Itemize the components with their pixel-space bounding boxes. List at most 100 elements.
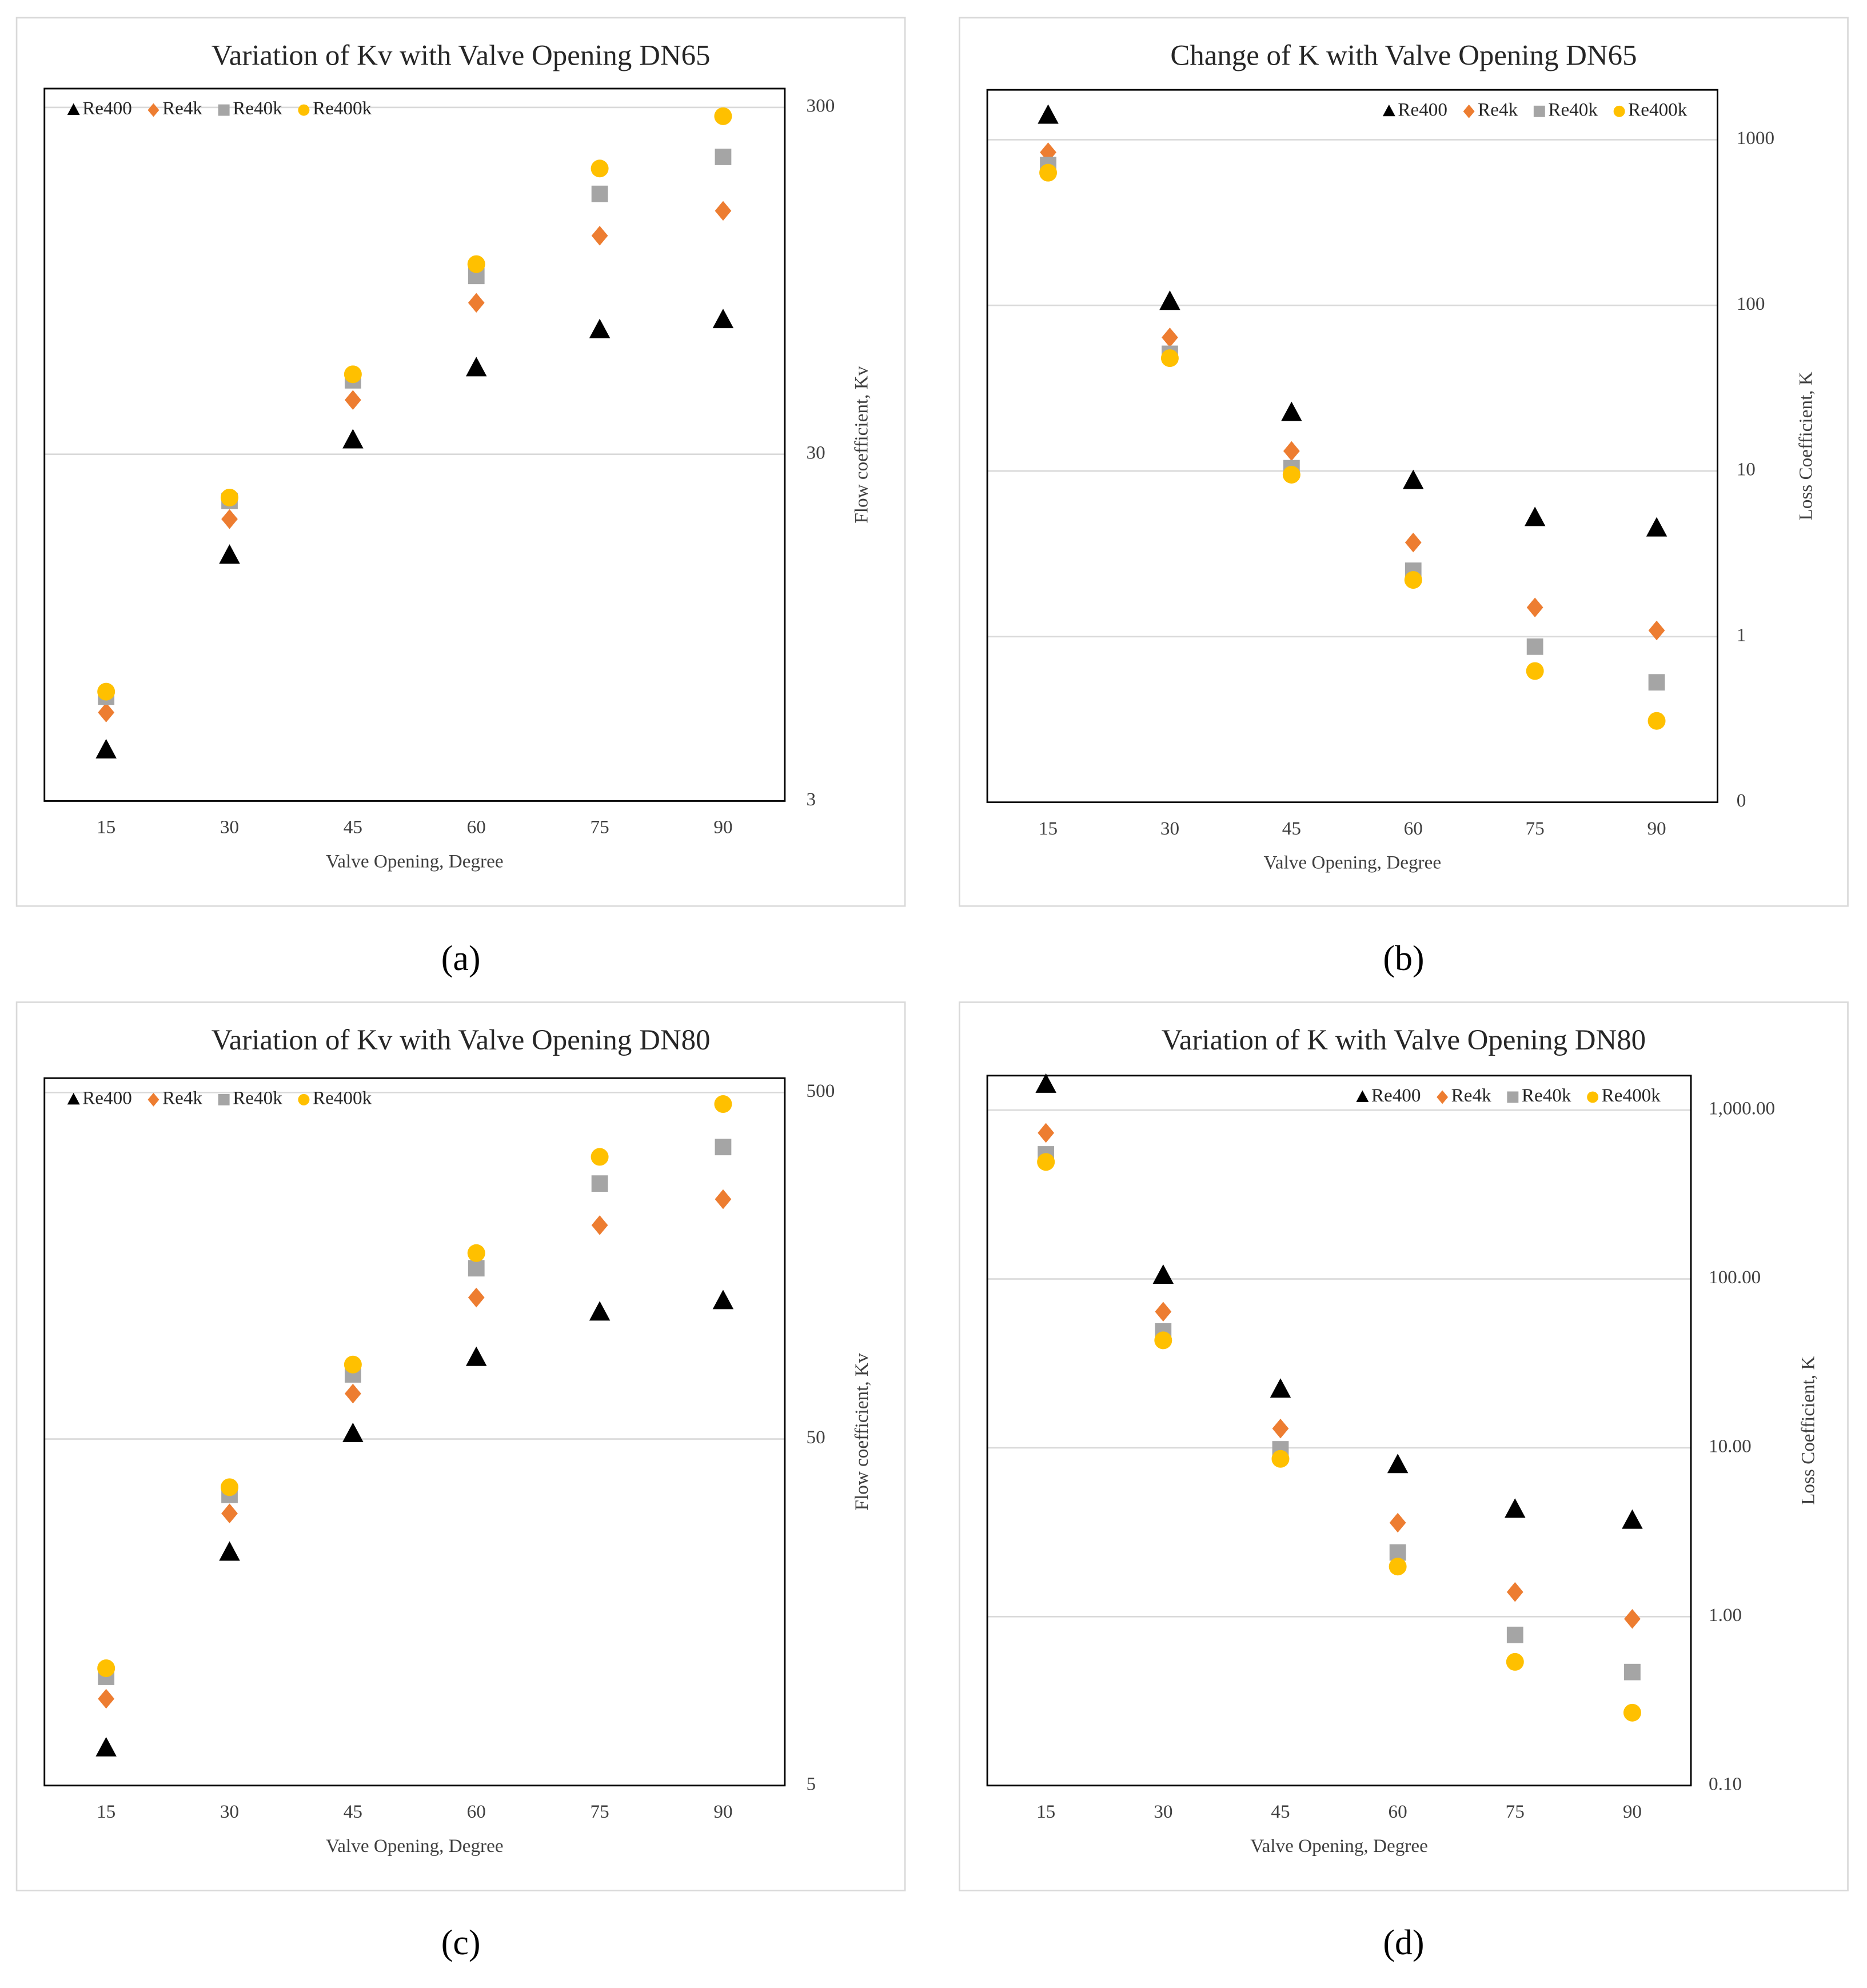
legend-label: Re4k: [162, 1087, 202, 1108]
point: [591, 226, 608, 246]
chart-title: Variation of Kv with Valve Opening DN65: [212, 40, 711, 72]
legend-marker: [147, 103, 159, 117]
legend-marker: [218, 1093, 230, 1105]
point: [1154, 1331, 1172, 1350]
y-tick-label: 300: [807, 95, 835, 117]
point: [1270, 1378, 1291, 1398]
plot-area: [986, 89, 1718, 804]
point: [1405, 532, 1422, 553]
legend-label: Re40k: [233, 1087, 282, 1108]
x-tick-label: 90: [1647, 818, 1666, 839]
y-tick-label: 1.00: [1709, 1604, 1742, 1626]
legend-marker: [67, 1092, 80, 1105]
point: [1272, 1419, 1289, 1439]
point: [1387, 1454, 1409, 1474]
panel-frame: [959, 17, 1849, 907]
y-axis-title: Flow coefficient, Kv: [851, 366, 872, 523]
plot-area: [43, 87, 786, 802]
x-tick-label: 75: [590, 817, 609, 838]
legend-marker: [67, 103, 80, 115]
point: [467, 1244, 485, 1262]
legend-marker: [298, 104, 310, 116]
point: [591, 159, 609, 178]
x-tick-label: 45: [344, 1801, 362, 1822]
legend-label: Re400k: [313, 98, 372, 119]
point: [1039, 163, 1058, 182]
point: [465, 357, 487, 377]
legend-marker: [218, 104, 230, 116]
point: [95, 738, 117, 759]
point: [1389, 1558, 1407, 1576]
point: [221, 509, 238, 529]
point: [1404, 571, 1422, 589]
legend-marker: [1613, 105, 1625, 117]
x-tick-label: 45: [1282, 818, 1301, 839]
y-tick-label: 3: [807, 789, 816, 810]
point: [1506, 1652, 1524, 1671]
point: [468, 1287, 485, 1308]
legend-marker: [1463, 104, 1475, 118]
x-tick-label: 45: [344, 817, 362, 838]
point: [715, 1189, 732, 1209]
y-axis-title: Loss Coefficient, K: [1798, 1356, 1819, 1505]
x-tick-label: 90: [713, 817, 732, 838]
x-axis-title: Valve Opening, Degree: [326, 851, 504, 872]
legend-label: Re400k: [313, 1087, 372, 1108]
x-tick-label: 75: [590, 1801, 609, 1822]
point: [95, 1736, 117, 1757]
point: [1526, 662, 1544, 680]
point: [468, 293, 485, 313]
legend-label: Re4k: [162, 98, 202, 119]
point: [344, 1383, 361, 1404]
x-axis-title: Valve Opening, Degree: [1264, 852, 1442, 873]
panel-frame: [15, 17, 906, 907]
point: [468, 1260, 485, 1277]
x-tick-label: 15: [1036, 1801, 1055, 1822]
panel-label: (d): [1383, 1923, 1424, 1962]
x-tick-label: 15: [97, 817, 115, 838]
legend-marker: [1382, 104, 1395, 117]
x-tick-label: 30: [1154, 1801, 1172, 1822]
y-tick-label: 100.00: [1709, 1267, 1761, 1288]
point: [344, 390, 361, 410]
point: [1159, 290, 1180, 310]
legend-label: Re40k: [1522, 1085, 1571, 1106]
point: [1038, 104, 1059, 124]
x-tick-label: 60: [1404, 818, 1423, 839]
point: [97, 682, 115, 701]
point: [715, 1139, 732, 1156]
panel-label: (c): [441, 1923, 481, 1962]
point: [1648, 674, 1665, 691]
y-tick-label: 100: [1737, 293, 1765, 314]
y-tick-label: 30: [807, 442, 825, 463]
x-axis-title: Valve Opening, Degree: [1250, 1835, 1428, 1857]
x-tick-label: 60: [467, 1801, 486, 1822]
point: [1506, 1582, 1523, 1602]
y-tick-label: 0.10: [1709, 1773, 1742, 1794]
plot-area: [986, 1075, 1692, 1787]
legend-label: Re400: [1371, 1085, 1421, 1106]
point: [1160, 349, 1179, 368]
point: [712, 1290, 734, 1310]
legend-label: Re400: [82, 98, 132, 119]
point: [221, 488, 239, 506]
legend-label: Re400k: [1628, 99, 1688, 120]
point: [1505, 1498, 1526, 1518]
x-tick-label: 90: [713, 1801, 732, 1822]
point: [97, 1659, 115, 1678]
point: [1402, 469, 1424, 489]
point: [465, 1346, 487, 1366]
point: [344, 1355, 362, 1374]
point: [98, 702, 115, 722]
point: [1283, 441, 1300, 461]
point: [1622, 1509, 1643, 1529]
point: [712, 309, 734, 329]
point: [591, 185, 608, 202]
point: [1524, 506, 1546, 526]
legend-label: Re40k: [233, 98, 282, 119]
x-tick-label: 60: [467, 817, 486, 838]
point: [589, 318, 611, 338]
legend-label: Re4k: [1451, 1085, 1491, 1106]
point: [1281, 401, 1302, 421]
legend-marker: [1587, 1091, 1599, 1103]
